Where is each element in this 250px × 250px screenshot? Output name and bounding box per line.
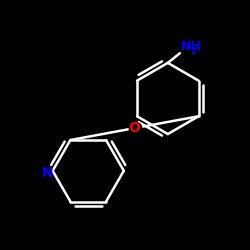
Text: 2: 2: [190, 47, 196, 56]
Text: NH: NH: [181, 40, 202, 53]
Text: N: N: [42, 166, 54, 180]
Text: O: O: [128, 121, 140, 135]
